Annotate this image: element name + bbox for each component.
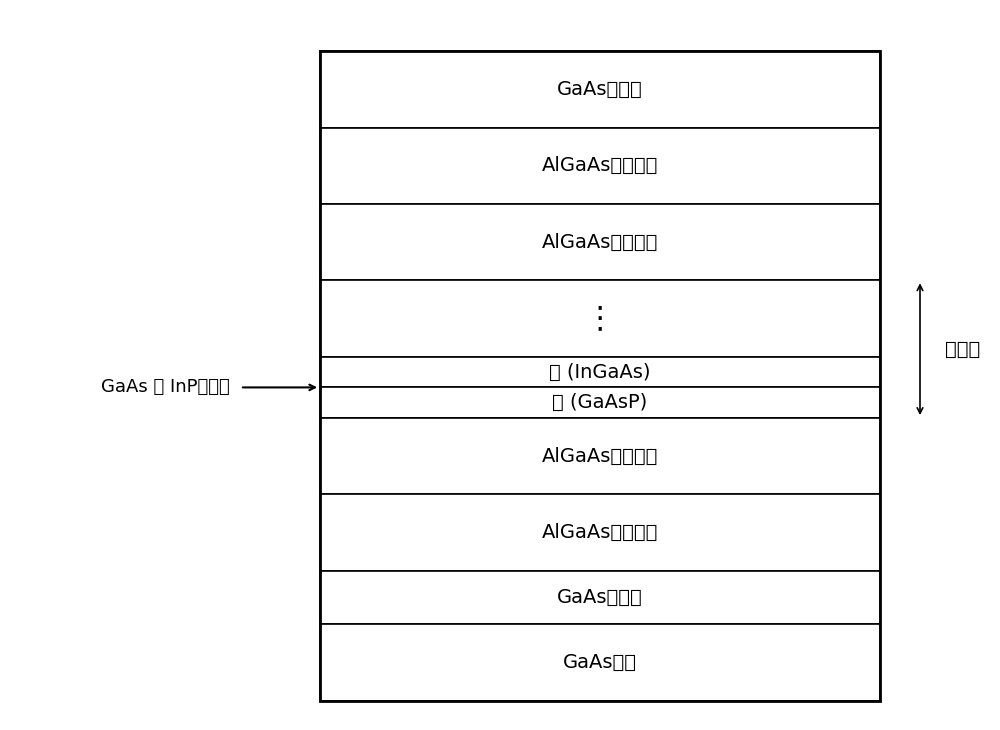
FancyBboxPatch shape xyxy=(320,571,880,624)
FancyBboxPatch shape xyxy=(320,357,880,388)
Text: GaAs 或 InP插入层: GaAs 或 InP插入层 xyxy=(101,378,230,396)
Text: 垒 (GaAsP): 垒 (GaAsP) xyxy=(552,393,648,412)
Text: GaAs缓冲层: GaAs缓冲层 xyxy=(557,588,643,607)
Text: AlGaAs下波导层: AlGaAs下波导层 xyxy=(542,447,658,466)
FancyBboxPatch shape xyxy=(320,388,880,418)
FancyBboxPatch shape xyxy=(320,624,880,701)
Text: 有源层: 有源层 xyxy=(945,339,980,358)
Text: ⋮: ⋮ xyxy=(585,304,615,333)
FancyBboxPatch shape xyxy=(320,494,880,571)
Text: GaAs覆盖层: GaAs覆盖层 xyxy=(557,80,643,99)
Text: AlGaAs上波导层: AlGaAs上波导层 xyxy=(542,233,658,252)
Text: 阱 (InGaAs): 阱 (InGaAs) xyxy=(549,363,651,382)
FancyBboxPatch shape xyxy=(320,280,880,357)
Text: AlGaAs下限制层: AlGaAs下限制层 xyxy=(542,523,658,542)
FancyBboxPatch shape xyxy=(320,204,880,280)
Text: GaAs衬底: GaAs衬底 xyxy=(563,653,637,672)
Text: AlGaAs上限制层: AlGaAs上限制层 xyxy=(542,156,658,175)
FancyBboxPatch shape xyxy=(320,51,880,128)
FancyBboxPatch shape xyxy=(320,418,880,494)
FancyBboxPatch shape xyxy=(320,128,880,204)
